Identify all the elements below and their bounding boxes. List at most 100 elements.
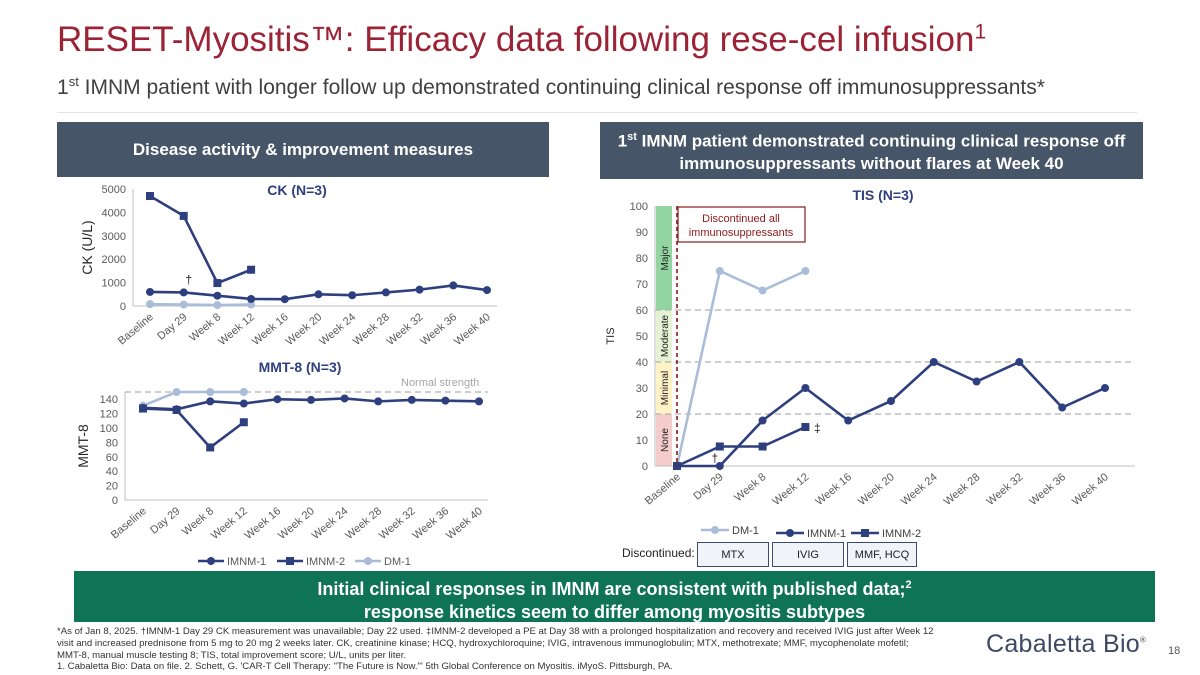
tis-x-tick-label: Week 32 — [985, 471, 1026, 508]
company-logo: Cabaletta Bio® — [986, 630, 1146, 659]
tis-legend-label-imnm-2: IMNM-2 — [882, 528, 921, 540]
tis-band-label-major: Major — [660, 245, 671, 271]
tis-series-line-dm-1 — [675, 269, 806, 467]
tis-y-tick-label: 100 — [630, 201, 648, 213]
mmt-8-reference-label: Normal strength — [401, 377, 479, 389]
mmt-8-y-tick-label: 80 — [106, 437, 118, 449]
ck-point-imnm-1 — [280, 295, 289, 304]
banner-line-2: response kinetics seem to differ among m… — [363, 602, 866, 622]
right-header-text: IMNM patient demonstrated continuing cli… — [636, 131, 1126, 173]
mmt-8-point-dm-1 — [239, 388, 248, 396]
right-header-sup: st — [627, 131, 637, 144]
ck-x-tick-label: Week 32 — [385, 311, 426, 348]
tis-legend-marker-imnm-1 — [786, 529, 794, 537]
ck-y-tick-label: 5000 — [102, 184, 126, 196]
ck-point-imnm-2 — [247, 265, 256, 274]
ck-chart-title: CK (N=3) — [267, 182, 327, 198]
mmt-8-point-imnm-1 — [239, 399, 248, 408]
ck-point-imnm-1 — [483, 286, 491, 295]
mmt-8-x-tick-label: Week 16 — [243, 505, 284, 542]
ck-point-imnm-1 — [314, 290, 323, 299]
left-panel-header-text: Disease activity & improvement measures — [132, 139, 474, 159]
tis-point-imnm-1 — [758, 416, 767, 425]
tis-discontinued-text-line-2: immunosuppressants — [689, 227, 794, 239]
mmt-8-x-tick-label: Week 20 — [276, 505, 317, 542]
ck-dagger-annotation: † — [185, 272, 192, 286]
ck-point-imnm-1 — [415, 285, 424, 294]
mmt-8-series-line-imnm-2 — [142, 407, 245, 450]
ck-point-imnm-1 — [146, 287, 154, 296]
tis-series-line-imnm-2 — [676, 425, 806, 468]
tis-double-dagger-annotation: ‡ — [814, 421, 821, 435]
subtitle-text: IMNM patient with longer follow up demon… — [78, 76, 1045, 99]
ck-x-tick-label: Week 28 — [351, 311, 392, 348]
mmt-8-point-imnm-1 — [407, 395, 416, 404]
mmt-8-y-tick-label: 120 — [100, 409, 118, 421]
slide-subtitle: 1st IMNM patient with longer follow up d… — [57, 74, 1045, 100]
mmt-8-x-tick-label: Week 40 — [444, 505, 485, 542]
mmt-8-point-imnm-1 — [374, 397, 383, 406]
tis-y-tick-label: 50 — [636, 331, 648, 343]
tis-point-imnm-1 — [844, 416, 853, 425]
tis-band-label-none: None — [660, 428, 671, 452]
discontinued-label: Discontinued: — [622, 546, 695, 560]
mmt-8-point-imnm-1 — [441, 396, 450, 405]
footnote-line: MMT-8, manual muscle testing 8; TIS, tot… — [57, 649, 407, 661]
tis-point-imnm-1 — [887, 397, 895, 405]
tis-y-axis-label: TIS — [605, 327, 617, 344]
tis-point-imnm-1 — [715, 462, 724, 470]
ck-x-tick-label: Week 12 — [216, 311, 257, 348]
tis-legend-label-dm-1: DM-1 — [732, 525, 759, 537]
mmt-8-point-imnm-1 — [340, 394, 349, 403]
mmt-8-x-tick-label: Day 29 — [148, 505, 182, 537]
tis-chart-title: TIS (N=3) — [852, 187, 913, 203]
ck-x-tick-label: Baseline — [116, 311, 156, 347]
tis-point-imnm-2 — [758, 442, 767, 451]
tis-band-moderate — [656, 310, 672, 362]
tis-x-tick-label: Week 24 — [899, 471, 940, 508]
tis-legend-marker-dm-1 — [711, 526, 719, 534]
tis-x-tick-label: Week 36 — [1027, 471, 1068, 508]
tis-point-imnm-1 — [1101, 384, 1109, 392]
ck-point-imnm-2 — [213, 279, 222, 288]
mmt-8-x-tick-label: Baseline — [109, 505, 149, 541]
mmt-8-point-imnm-1 — [273, 395, 282, 404]
ck-point-imnm-1 — [179, 288, 188, 297]
tis-y-tick-label: 40 — [636, 357, 648, 369]
tis-band-major — [656, 206, 672, 310]
title-divider — [57, 112, 1137, 113]
mmt-8-y-tick-label: 40 — [106, 466, 118, 478]
tis-point-imnm-2 — [801, 423, 810, 431]
ck-y-tick-label: 0 — [120, 301, 126, 313]
footnote-line: visit and increased prednisone from 5 mg… — [57, 637, 909, 649]
mmt-8-y-tick-label: 20 — [106, 481, 118, 493]
mmt-legend-marker-dm-1 — [364, 557, 372, 565]
tis-y-tick-label: 80 — [636, 253, 648, 265]
ck-series-line-imnm-2 — [149, 194, 252, 285]
mmt-8-point-imnm-2 — [139, 404, 147, 413]
tis-point-imnm-1 — [1058, 403, 1067, 412]
tis-y-tick-label: 10 — [636, 435, 648, 447]
discontinued-mmf-hcq-box: MMF, HCQ — [847, 542, 917, 567]
mmt-legend-marker-imnm-1 — [207, 557, 215, 565]
mmt-8-chart-title: MMT-8 (N=3) — [259, 359, 342, 375]
tis-discontinued-box — [677, 206, 806, 243]
tis-y-tick-label: 70 — [636, 279, 648, 291]
subtitle-prefix: 1 — [57, 76, 69, 99]
tis-y-tick-label: 60 — [636, 305, 648, 317]
ck-point-dm-1 — [179, 300, 188, 309]
tis-point-imnm-1 — [1015, 358, 1024, 366]
footnote-line: *As of Jan 8, 2025. †IMNM-1 Day 29 CK me… — [57, 626, 934, 637]
tis-x-tick-label: Week 28 — [942, 471, 983, 508]
mmt-8-x-tick-label: Week 36 — [411, 505, 452, 542]
right-panel-header: 1st IMNM patient demonstrated continuing… — [600, 122, 1143, 179]
ck-x-tick-label: Week 16 — [250, 311, 291, 348]
subtitle-sup: st — [68, 74, 79, 89]
title-text: RESET-Myositis™: Efficacy data following… — [57, 20, 975, 59]
slide-title: RESET-Myositis™: Efficacy data following… — [57, 20, 986, 60]
ck-point-imnm-2 — [179, 211, 188, 220]
mmt-legend-label-imnm-2: IMNM-2 — [306, 556, 345, 568]
mmt-8-y-tick-label: 100 — [100, 423, 118, 435]
tis-point-imnm-1 — [972, 377, 981, 386]
